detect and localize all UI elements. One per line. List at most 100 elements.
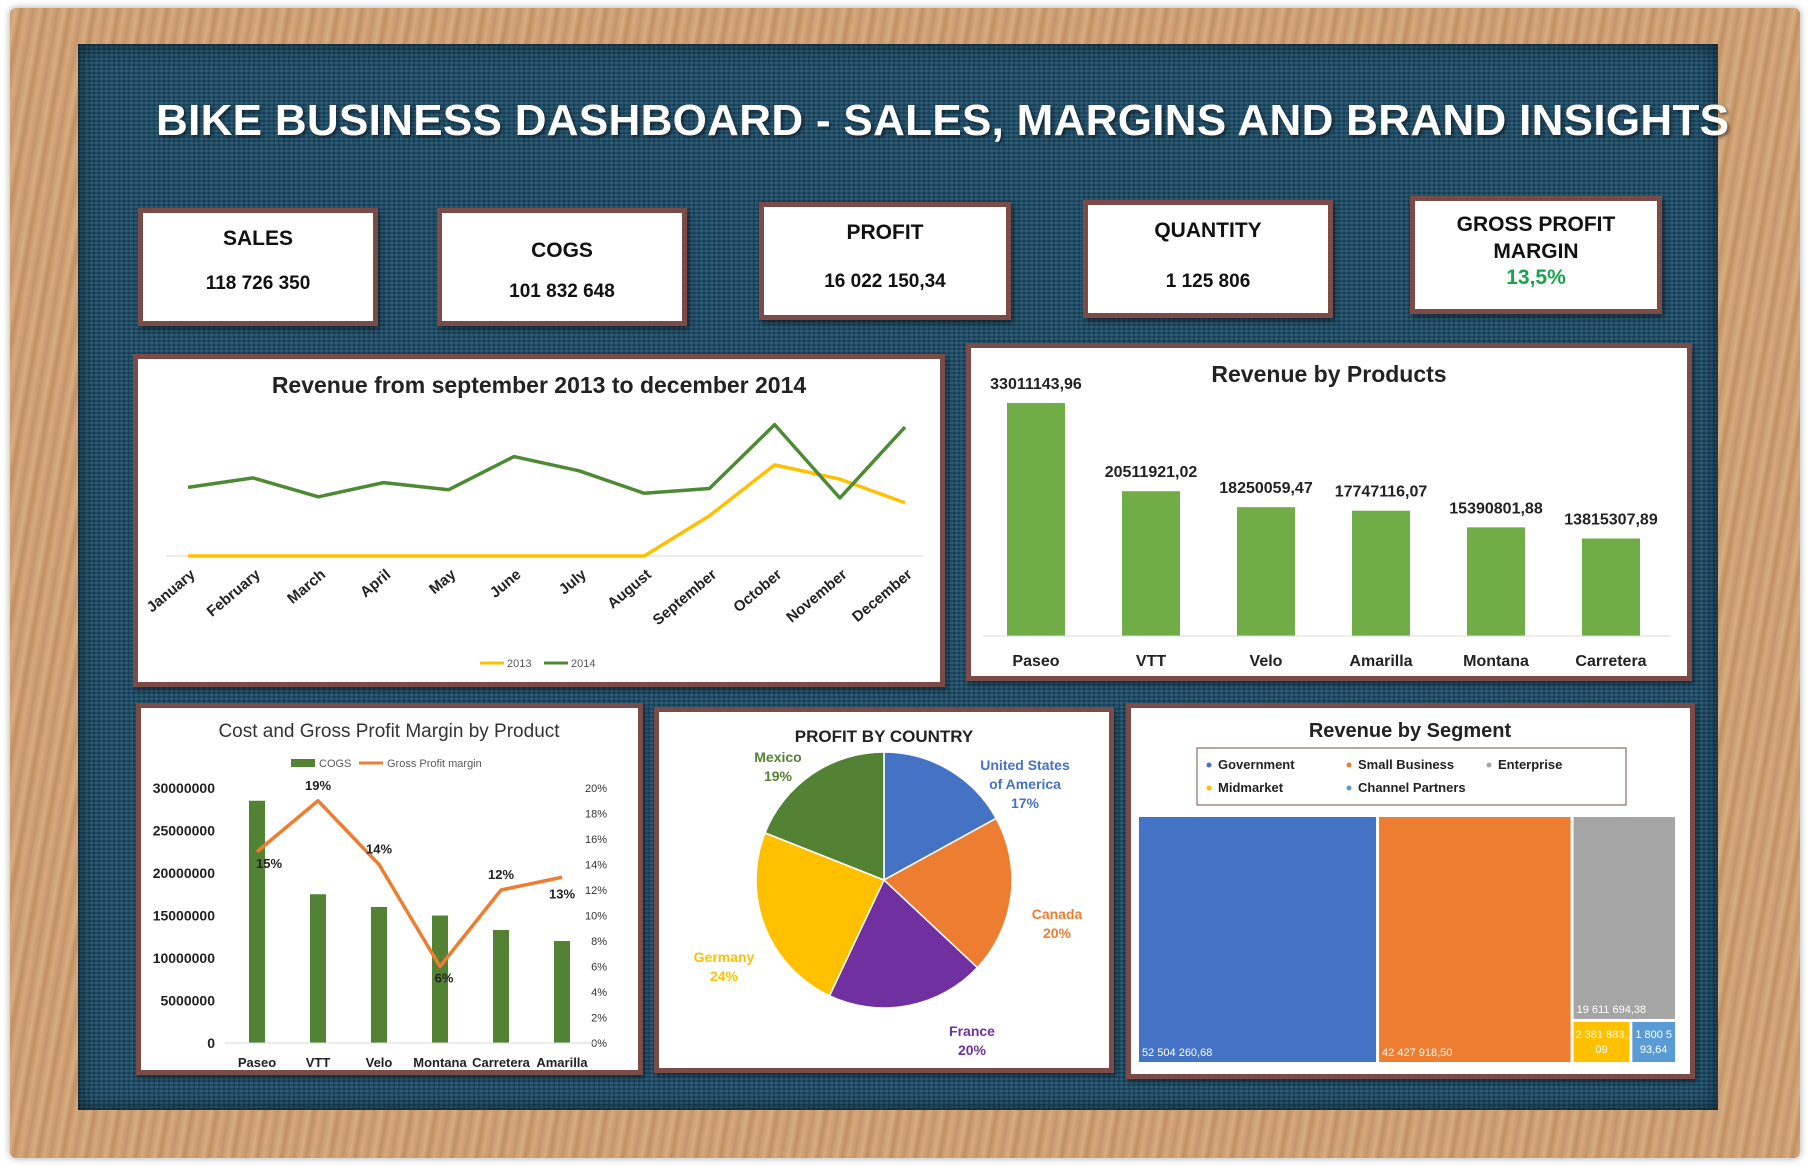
cost-y-right-tick-label: 10% xyxy=(585,911,607,923)
cost-title: Cost and Gross Profit Margin by Product xyxy=(218,721,560,742)
cost-x-tick-label: Carretera xyxy=(472,1055,531,1070)
trend-series-line-2014 xyxy=(187,422,907,500)
segment-tile xyxy=(1632,1021,1675,1062)
products-x-tick-label: Montana xyxy=(1463,653,1529,670)
products-bar xyxy=(1007,402,1065,636)
products-bar xyxy=(1237,507,1295,636)
revenue-by-products-chart: Revenue by Products 33011143,96 Paseo 20511… xyxy=(983,361,1671,670)
segment-legend-bullet xyxy=(1206,785,1212,791)
pie-slice-label: France xyxy=(949,1023,995,1039)
trend-x-tick-label: January xyxy=(144,566,200,616)
segment-legend-bullet xyxy=(1486,762,1492,768)
trend-x-tick-label: July xyxy=(556,566,590,599)
cost-y-left-tick-label: 10000000 xyxy=(153,950,216,966)
products-x-tick-label: Velo xyxy=(1250,653,1283,670)
cost-y-right-tick-label: 12% xyxy=(585,885,607,897)
segment-legend-label: Enterprise xyxy=(1498,757,1562,772)
pie-slice-label: Canada xyxy=(1032,906,1083,922)
cost-x-tick-label: Amarilla xyxy=(536,1055,588,1070)
cost-x-tick-label: VTT xyxy=(306,1055,331,1070)
kpi-profit-label: PROFIT xyxy=(846,221,924,244)
cost-cogs-bar xyxy=(249,800,265,1043)
kpi-quantity-card: QUANTITY 1 125 806 xyxy=(1083,200,1333,318)
pie-slice-pct-label: 17% xyxy=(1011,795,1040,811)
products-bar xyxy=(1122,491,1180,636)
trend-x-tick-label: May xyxy=(426,566,460,598)
revenue-trend-panel: Revenue from september 2013 to december … xyxy=(133,354,945,687)
products-title: Revenue by Products xyxy=(1211,361,1446,387)
segment-title: Revenue by Segment xyxy=(1309,720,1512,742)
profit-by-country-chart: PROFIT BY COUNTRY United States of America… xyxy=(694,727,1083,1058)
segment-tile-label: 2 381 883, xyxy=(1575,1029,1627,1041)
products-bar-value-label: 18250059,47 xyxy=(1219,480,1313,497)
segment-legend-bullet xyxy=(1346,762,1352,768)
cost-cogs-bar xyxy=(432,915,448,1043)
cost-y-right-tick-label: 0% xyxy=(591,1038,607,1050)
cost-y-right-tick-label: 8% xyxy=(591,936,607,948)
cost-cogs-bar xyxy=(310,894,326,1043)
kpi-gpm-label-line1: GROSS PROFIT xyxy=(1456,213,1616,236)
trend-x-tick-label: December xyxy=(849,566,916,626)
cost-x-tick-label: Paseo xyxy=(238,1055,276,1070)
cost-margin-panel: Cost and Gross Profit Margin by Product C… xyxy=(136,703,643,1075)
cost-margin-data-label: 15% xyxy=(256,856,282,871)
pie-slice-pct-label: 19% xyxy=(764,768,793,784)
cost-x-tick-label: Velo xyxy=(366,1055,393,1070)
trend-x-tick-label: March xyxy=(284,566,329,607)
cost-y-left-tick-label: 25000000 xyxy=(153,823,216,839)
products-bar-value-label: 33011143,96 xyxy=(990,376,1082,393)
products-bar xyxy=(1582,538,1640,636)
profit-by-country-panel: PROFIT BY COUNTRY United States of America… xyxy=(654,707,1114,1073)
pie-slice-label: United States xyxy=(980,757,1070,773)
cost-y-left-tick-label: 20000000 xyxy=(153,865,216,881)
segment-tile-label: 09 xyxy=(1595,1044,1607,1056)
pie-slice-label: Mexico xyxy=(754,749,801,765)
cost-y-left-tick-label: 30000000 xyxy=(153,780,216,796)
segment-tile-label: 52 504 260,68 xyxy=(1142,1047,1212,1059)
revenue-by-products-panel: Revenue by Products 33011143,96 Paseo 20511… xyxy=(966,343,1692,681)
kpi-profit-value: 16 022 150,34 xyxy=(824,271,946,292)
cost-cogs-bar xyxy=(371,907,387,1043)
segment-tile-label: 19 611 694,38 xyxy=(1577,1004,1647,1016)
cost-margin-data-label: 12% xyxy=(488,867,514,882)
segment-tile xyxy=(1573,817,1675,1019)
revenue-by-segment-panel: Revenue by Segment Government Small Busine… xyxy=(1126,703,1695,1079)
segment-tile xyxy=(1379,817,1571,1062)
trend-x-tick-label: September xyxy=(650,566,720,629)
products-bar-value-label: 20511921,02 xyxy=(1105,464,1198,481)
segment-legend-label: Small Business xyxy=(1358,757,1454,772)
cost-legend-swatch-cogs xyxy=(291,759,315,767)
cost-margin-data-label: 14% xyxy=(366,842,392,857)
cost-legend-label: Gross Profit margin xyxy=(387,758,482,770)
pie-title: PROFIT BY COUNTRY xyxy=(795,727,974,746)
pie-slice xyxy=(883,751,998,882)
kpi-sales-card: SALES 118 726 350 xyxy=(138,208,378,326)
products-bar-value-label: 13815307,89 xyxy=(1564,511,1658,528)
segment-tile-label: 42 427 918,50 xyxy=(1382,1047,1452,1059)
trend-x-tick-label: October xyxy=(730,566,785,616)
segment-tile xyxy=(1573,1021,1630,1062)
trend-x-tick-label: February xyxy=(204,566,265,621)
segment-legend-bullet xyxy=(1346,785,1352,791)
cost-x-tick-label: Montana xyxy=(413,1055,467,1070)
trend-title: Revenue from september 2013 to december … xyxy=(272,372,807,398)
segment-tile xyxy=(1139,817,1377,1062)
pie-slice-label: Germany xyxy=(694,949,755,965)
segment-tile-label: 1 800 5 xyxy=(1635,1029,1672,1041)
cost-y-right-tick-label: 4% xyxy=(591,987,607,999)
trend-x-tick-label: November xyxy=(783,566,850,626)
kpi-cogs-value: 101 832 648 xyxy=(509,281,615,302)
products-bar xyxy=(1467,527,1525,636)
products-x-tick-label: Carretera xyxy=(1575,653,1646,670)
cost-legend-label: COGS xyxy=(319,758,351,770)
pie-slice xyxy=(764,751,885,882)
revenue-by-segment-chart: Revenue by Segment Government Small Busine… xyxy=(1139,720,1675,1062)
kpi-quantity-value: 1 125 806 xyxy=(1165,271,1251,292)
pie-slice xyxy=(828,878,979,1009)
kpi-sales-value: 118 726 350 xyxy=(205,273,311,294)
products-x-tick-label: Amarilla xyxy=(1349,653,1412,670)
trend-legend-label: 2013 xyxy=(507,658,531,670)
pie-slice-pct-label: 24% xyxy=(710,968,739,984)
trend-x-tick-label: April xyxy=(357,566,394,601)
trend-series-line-2013 xyxy=(188,463,906,558)
